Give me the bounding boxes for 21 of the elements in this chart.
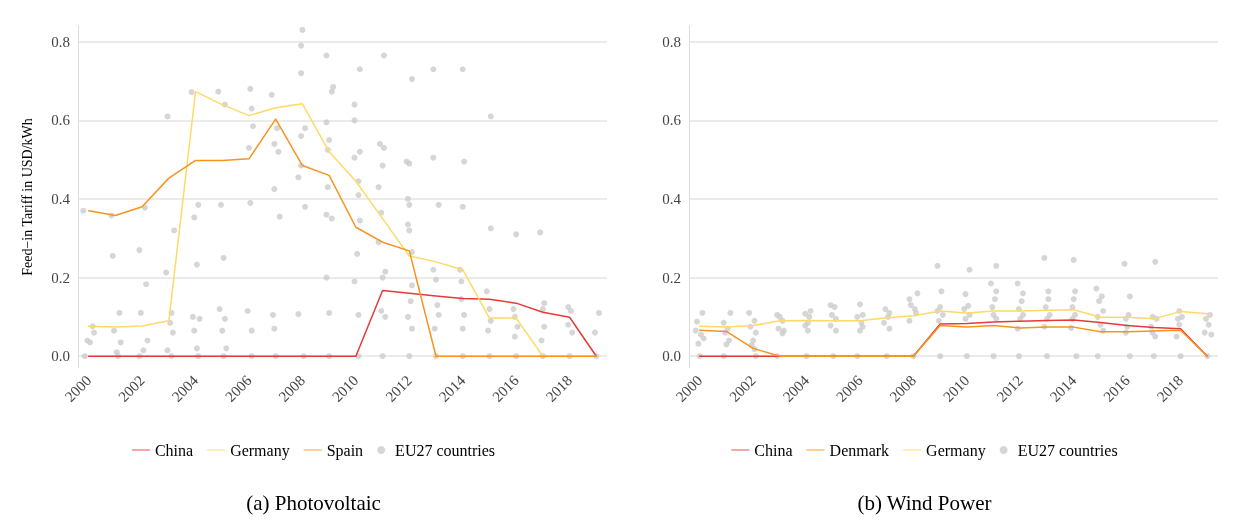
legend-label: EU27 countries <box>1017 441 1118 459</box>
y-tick-label: 0.2 <box>662 269 681 286</box>
legend-label: Germany <box>926 441 986 460</box>
legend-label: Spain <box>326 441 364 460</box>
y-tick-label: 0.6 <box>662 112 682 129</box>
legend-label: Denmark <box>829 441 890 459</box>
y-tick-label: 0.4 <box>51 190 71 207</box>
text: (b) Wind Power <box>857 490 992 515</box>
y-tick-label: 0.8 <box>51 33 70 50</box>
y-tick-label: 0.0 <box>51 348 70 365</box>
y-tick-label: 0.0 <box>662 348 681 365</box>
legend-label: China <box>754 441 793 459</box>
legend-label: China <box>154 441 194 459</box>
legend-label: EU27 countries <box>395 441 496 459</box>
y-tick-label: 0.4 <box>662 190 682 207</box>
text: (a) Photovoltaic <box>246 490 381 515</box>
legend-label: Germany <box>230 441 290 460</box>
y-tick-label: 0.2 <box>51 269 70 286</box>
y-tick-label: 0.8 <box>662 33 681 50</box>
y-tick-label: 0.6 <box>51 112 71 129</box>
y-axis-title: Feed−in Tariff in USD/kWh <box>19 118 35 276</box>
